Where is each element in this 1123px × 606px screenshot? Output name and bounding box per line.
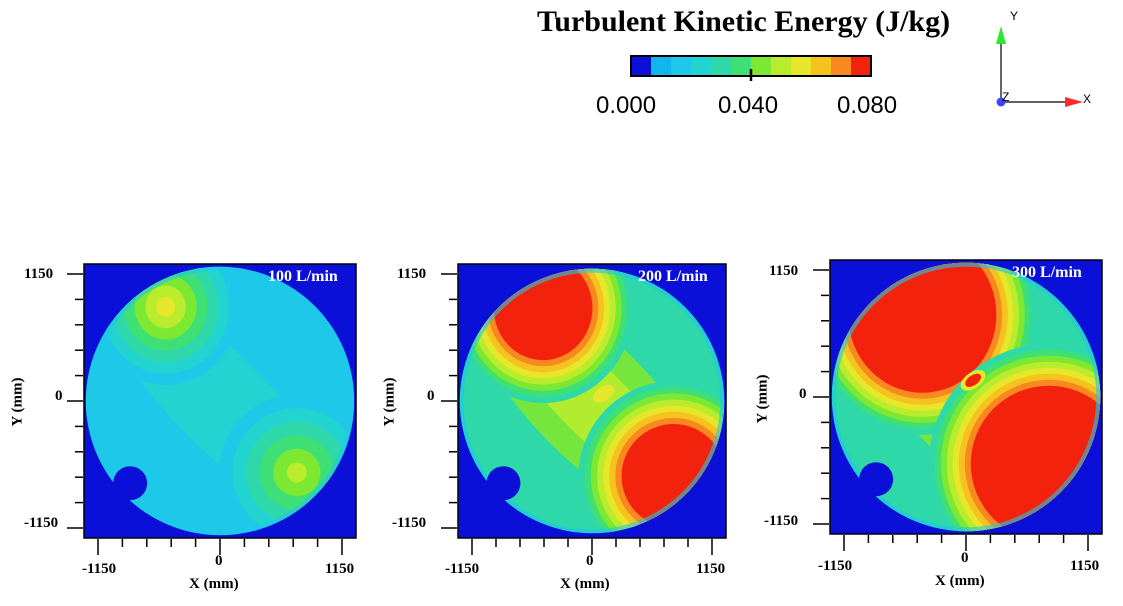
- panel-frame: [457, 263, 727, 539]
- xlabel-1: X (mm): [189, 576, 239, 592]
- colorbar-tick-label-mid: 0.040: [718, 92, 779, 119]
- triad-z-label: Z: [1002, 90, 1010, 104]
- xtick-label-right-1: 1150: [325, 561, 355, 577]
- colorbar-swatch-5: [731, 56, 752, 76]
- ytick-label-mid-3: 0: [799, 386, 807, 402]
- xtick-label-right-3: 1150: [1070, 558, 1100, 574]
- ytick-label-top-2: 1150: [397, 266, 427, 282]
- colorbar-swatch-8: [791, 56, 812, 76]
- triad-x-arrow-icon: [1065, 97, 1083, 107]
- chart-title: Turbulent Kinetic Energy (J/kg): [537, 5, 951, 38]
- xtick-label-left-1: -1150: [82, 561, 117, 577]
- colorbar-swatch-3: [691, 56, 712, 76]
- ytick-label-mid-2: 0: [427, 388, 435, 404]
- ylabel-1: Y (mm): [9, 377, 26, 427]
- panel-100-lpm: [67, 263, 357, 555]
- ytick-label-bot-2: -1150: [392, 515, 427, 531]
- xtick-label-left-2: -1150: [445, 561, 480, 577]
- colorbar-swatch-6: [751, 56, 772, 76]
- center-blob-core: [965, 373, 982, 387]
- center-blob: [593, 384, 615, 403]
- colorbar-swatch-1: [651, 56, 672, 76]
- xtick-label-right-2: 1150: [696, 561, 726, 577]
- panel-label-100: 100 L/min: [268, 268, 338, 285]
- xlabel-3: X (mm): [935, 573, 985, 589]
- hotspot-upper-left-level-8: [156, 296, 176, 317]
- ytick-label-top-3: 1150: [769, 263, 799, 279]
- ytick-label-top-1: 1150: [24, 266, 54, 282]
- panel-label-300: 300 L/min: [1012, 264, 1082, 281]
- outlet-hole: [859, 462, 894, 497]
- axes-triad: [996, 26, 1083, 107]
- xtick-label-mid-2: 0: [586, 553, 594, 569]
- colorbar-swatch-10: [831, 56, 852, 76]
- ytick-label-bot-1: -1150: [24, 515, 59, 531]
- panel-frame: [829, 259, 1103, 535]
- triad-y-label: Y: [1010, 9, 1019, 23]
- triad-y-arrow-icon: [996, 26, 1006, 44]
- panel-label-200: 200 L/min: [638, 268, 708, 285]
- disk-contours: [459, 268, 725, 534]
- panel-200-lpm: [441, 263, 727, 555]
- outlet-hole: [486, 466, 521, 501]
- xtick-label-mid-1: 0: [215, 553, 223, 569]
- colorbar-tick-label-max: 0.080: [837, 92, 898, 119]
- panel-frame: [83, 263, 357, 539]
- colorbar-swatch-7: [771, 56, 792, 76]
- xtick-label-mid-3: 0: [961, 550, 969, 566]
- xtick-label-left-3: -1150: [818, 558, 853, 574]
- ylabel-2: Y (mm): [381, 377, 398, 427]
- hotspot-lower-right-level-7: [286, 462, 307, 483]
- colorbar: [630, 55, 872, 81]
- colorbar-swatch-2: [671, 56, 692, 76]
- xlabel-2: X (mm): [560, 576, 610, 592]
- outlet-hole: [113, 466, 148, 501]
- triad-z-dot-icon: [996, 97, 1006, 107]
- colorbar-swatch-0: [631, 56, 652, 76]
- panel-300-lpm: [813, 259, 1103, 551]
- ytick-label-bot-3: -1150: [764, 513, 799, 529]
- colorbar-tick-label-min: 0.000: [596, 92, 657, 119]
- colorbar-swatch-11: [851, 56, 872, 76]
- colorbar-swatch-9: [811, 56, 832, 76]
- ylabel-3: Y (mm): [754, 374, 771, 424]
- triad-x-label: X: [1083, 92, 1092, 106]
- colorbar-swatch-4: [711, 56, 732, 76]
- ytick-label-mid-1: 0: [55, 388, 63, 404]
